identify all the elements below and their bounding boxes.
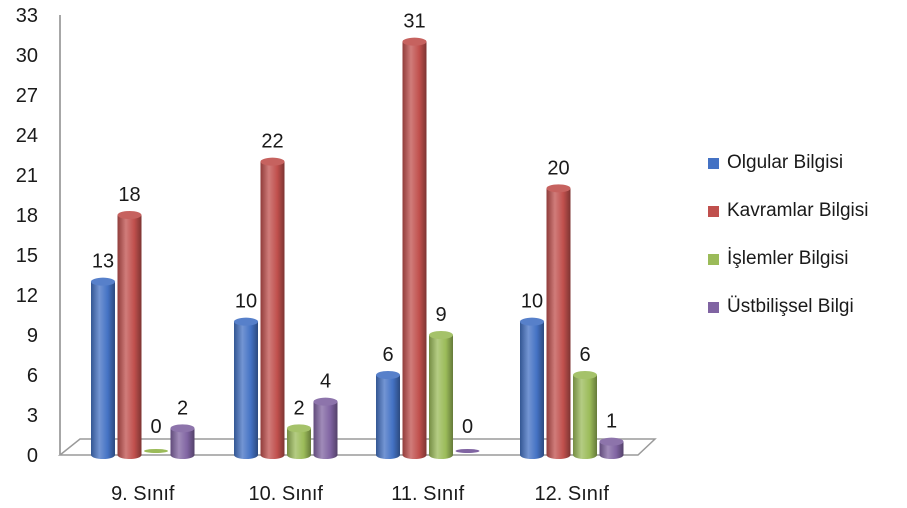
bar-ustbilissel-bilgi-11-sinif: [455, 449, 480, 453]
y-tick-label: 18: [16, 205, 38, 227]
data-label: 10: [235, 291, 257, 313]
bars: [91, 37, 624, 460]
data-label: 10: [521, 291, 543, 313]
legend-label: İşlemler Bilgisi: [727, 248, 849, 269]
bar-ustbilissel-bilgi-9-sinif: [170, 424, 195, 459]
data-label: 0: [150, 416, 161, 438]
data-label: 6: [579, 344, 590, 366]
x-category-label: 11. Sınıf: [391, 483, 464, 505]
y-tick-label: 15: [16, 245, 38, 267]
legend-swatch: [708, 205, 719, 217]
bar-olgular-bilgisi-11-sinif: [376, 371, 400, 459]
legend-item-ustbilissel-bilgi: Üstbilişsel Bilgi: [708, 294, 868, 320]
y-tick-label: 0: [27, 445, 38, 467]
data-label: 2: [293, 397, 304, 419]
bar-kavramlar-bilgisi-10-sinif: [260, 157, 285, 459]
data-label: 13: [92, 251, 114, 273]
x-axis-categories: 9. Sınıf 10. Sınıf 11. Sınıf 12. Sınıf: [111, 483, 609, 505]
y-tick-label: 33: [16, 5, 38, 27]
legend-label: Olgular Bilgisi: [727, 152, 844, 173]
data-label: 4: [320, 371, 331, 393]
bar-olgular-bilgisi-9-sinif: [91, 277, 115, 459]
bar-kavramlar-bilgisi-11-sinif: [402, 37, 427, 460]
legend-item-i-slemler-bilgisi: İşlemler Bilgisi: [708, 246, 868, 272]
y-tick-label: 30: [16, 45, 38, 67]
data-label: 6: [382, 344, 393, 366]
data-label: 31: [403, 11, 425, 33]
bar-i-slemler-bilgisi-11-sinif: [429, 331, 453, 459]
legend-item-olgular-bilgisi: Olgular Bilgisi: [708, 150, 868, 176]
x-category-label: 10. Sınıf: [249, 483, 324, 505]
legend-label: Üstbilişsel Bilgi: [727, 296, 854, 317]
data-label: 20: [547, 157, 569, 179]
bar-olgular-bilgisi-10-sinif: [234, 317, 258, 459]
y-tick-label: 27: [16, 85, 38, 107]
legend-label: Kavramlar Bilgisi: [727, 200, 869, 221]
bar-ustbilissel-bilgi-10-sinif: [313, 397, 338, 459]
y-tick-label: 3: [27, 405, 38, 427]
bar-ustbilissel-bilgi-12-sinif: [599, 437, 624, 459]
y-tick-label: 21: [16, 165, 38, 187]
bar-i-slemler-bilgisi-12-sinif: [573, 371, 597, 459]
data-label: 0: [462, 416, 473, 438]
data-label: 18: [118, 184, 140, 206]
y-tick-label: 9: [27, 325, 38, 347]
legend: Olgular Bilgisi Kavramlar Bilgisi İşlemler…: [708, 150, 868, 342]
legend-swatch: [708, 301, 719, 313]
bar-olgular-bilgisi-12-sinif: [520, 317, 544, 459]
data-label: 1: [606, 411, 617, 433]
legend-swatch: [708, 253, 719, 265]
data-label: 22: [261, 131, 283, 153]
y-tick-label: 12: [16, 285, 38, 307]
data-label: 9: [435, 304, 446, 326]
bar-kavramlar-bilgisi-12-sinif: [546, 184, 571, 460]
bar-i-slemler-bilgisi-9-sinif: [144, 449, 168, 453]
data-label: 2: [177, 397, 188, 419]
legend-item-kavramlar-bilgisi: Kavramlar Bilgisi: [708, 198, 868, 224]
bar-i-slemler-bilgisi-10-sinif: [287, 424, 311, 459]
y-tick-label: 6: [27, 365, 38, 387]
y-tick-label: 24: [16, 125, 38, 147]
x-category-label: 9. Sınıf: [111, 483, 175, 505]
x-category-label: 12. Sınıf: [535, 483, 610, 505]
y-axis-ticks: 0 3 6 9 12 15 18 21 24 27 30 33: [16, 5, 38, 467]
legend-swatch: [708, 157, 719, 169]
bar-kavramlar-bilgisi-9-sinif: [117, 211, 142, 459]
